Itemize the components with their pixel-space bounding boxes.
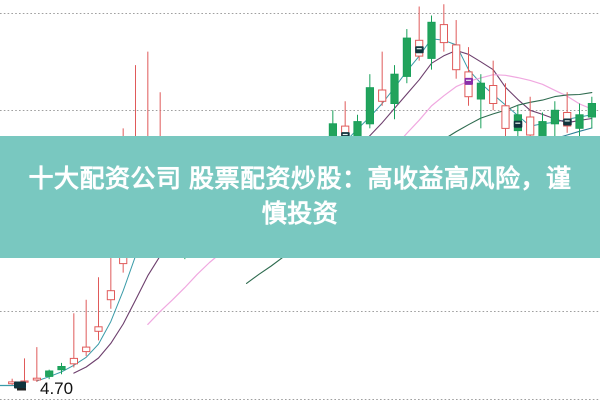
candle[interactable]: [489, 60, 498, 111]
candle-body: [526, 116, 535, 136]
candle-body: [550, 109, 559, 125]
candle-body: [378, 89, 387, 102]
candle-body: [45, 370, 54, 377]
candle[interactable]: [526, 96, 535, 142]
candle[interactable]: [587, 96, 596, 129]
candle-signal-badge-glyph: [342, 133, 348, 136]
candle[interactable]: [501, 83, 510, 138]
candle-body: [587, 103, 596, 118]
price-tag-arrow-icon: [17, 388, 26, 391]
price-tag-marker[interactable]: [14, 381, 26, 389]
candle[interactable]: [378, 51, 387, 106]
candle-signal-badge[interactable]: [415, 46, 424, 54]
candle-body: [476, 82, 485, 100]
price-tag-label: 4.70: [40, 379, 74, 398]
candle-body: [82, 346, 91, 353]
candle-body: [452, 44, 461, 71]
candle[interactable]: [476, 74, 485, 129]
candle[interactable]: [402, 29, 411, 84]
candle-signal-badge[interactable]: [563, 118, 572, 126]
title-overlay-band: 十大配资公司 股票配资炒股：高收益高风险，谨 慎投资: [0, 136, 600, 258]
candle[interactable]: [69, 313, 79, 368]
candle[interactable]: [550, 101, 559, 138]
candle[interactable]: [452, 20, 461, 79]
candle-signal-badge-glyph: [515, 122, 521, 124]
candle-signal-badge-glyph: [416, 48, 422, 50]
candle-signal-badge-glyph: [466, 79, 471, 81]
candle-body: [575, 114, 584, 129]
candle[interactable]: [439, 4, 448, 52]
candle-body: [57, 366, 66, 371]
candle-body: [501, 105, 510, 129]
candle-body: [390, 73, 399, 104]
candle-signal-badge[interactable]: [513, 120, 523, 128]
candle[interactable]: [32, 347, 41, 382]
candle[interactable]: [57, 362, 66, 375]
candle-body: [365, 87, 374, 125]
candle-signal-badge-glyph: [564, 120, 570, 122]
candle-signal-badge[interactable]: [464, 77, 474, 85]
candle[interactable]: [45, 369, 54, 380]
candle-body: [489, 85, 498, 104]
candle-body: [439, 24, 448, 44]
candle[interactable]: [94, 277, 103, 341]
candle-body: [32, 377, 41, 381]
candle[interactable]: [427, 15, 436, 70]
page-title-line-2: 慎投资: [261, 200, 339, 228]
page-title: 十大配资公司 股票配资炒股：高收益高风险，谨 慎投资: [0, 162, 600, 233]
candle[interactable]: [20, 358, 29, 384]
candle-body: [106, 290, 116, 301]
candle[interactable]: [365, 74, 374, 129]
candle-body: [402, 37, 411, 77]
candle-body: [94, 326, 103, 332]
candle[interactable]: [390, 65, 399, 120]
candle-body: [427, 21, 436, 59]
candle-body: [69, 357, 79, 365]
candle[interactable]: [82, 299, 91, 357]
page-title-line-1: 十大配资公司 股票配资炒股：高收益高风险，谨: [28, 164, 572, 193]
